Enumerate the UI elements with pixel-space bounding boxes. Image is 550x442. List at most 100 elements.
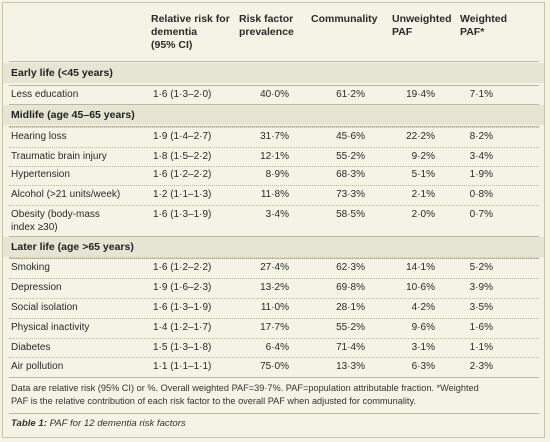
cell-comm: 45·6% (336, 131, 365, 142)
cell-rr: 1·1 (1·1–1·1) (153, 361, 212, 372)
row-separator (9, 205, 539, 206)
section-rule (9, 258, 539, 259)
section-rule (9, 236, 539, 237)
cell-prev: 11·0% (260, 302, 289, 313)
row-separator (9, 257, 539, 258)
cell-comm: 55·2% (336, 322, 365, 333)
row-separator (9, 166, 539, 167)
row-separator (9, 338, 539, 339)
header-unweighted-paf: Unweighted PAF (392, 13, 452, 38)
cell-comm: 69·8% (336, 282, 365, 293)
cell-comm: 13·3% (336, 361, 365, 372)
cell-comm: 58·5% (336, 209, 365, 220)
section-early-life: Early life (<45 years) (11, 67, 113, 79)
cell-upaf: 4·2% (411, 302, 435, 313)
cell-rr: 1·4 (1·2–1·7) (153, 322, 212, 333)
cell-rr: 1·9 (1·6–2·3) (153, 282, 212, 293)
cell-rr: 1·6 (1·2–2·2) (153, 169, 212, 180)
cell-prev: 27·4% (260, 262, 289, 273)
cell-upaf: 22·2% (406, 131, 435, 142)
section-midlife: Midlife (age 45–65 years) (11, 109, 135, 121)
cell-factor: Smoking (11, 262, 50, 273)
header-communality: Communality (311, 13, 378, 25)
row-separator (9, 298, 539, 299)
cell-upaf: 10·6% (406, 282, 435, 293)
section-band-mid (3, 105, 544, 125)
section-rule (9, 126, 539, 127)
footnote-line-1: Data are relative risk (95% CI) or %. Ov… (11, 383, 479, 393)
cell-prev: 12·1% (260, 151, 289, 162)
cell-rr: 1·6 (1·3–1·9) (153, 302, 212, 313)
cell-wpaf: 5·2% (469, 262, 493, 273)
header-relative-risk: Relative risk for dementia (95% CI) (151, 13, 230, 51)
cell-comm: 73·3% (336, 189, 365, 200)
cell-upaf: 2·0% (411, 209, 435, 220)
section-band-early (3, 63, 544, 83)
cell-rr: 1·5 (1·3–1·8) (153, 342, 212, 353)
cell-upaf: 3·1% (411, 342, 435, 353)
footer-rule (9, 377, 539, 378)
cell-upaf: 9·2% (411, 151, 435, 162)
cell-upaf: 9·6% (411, 322, 435, 333)
row-separator (9, 185, 539, 186)
row-separator (9, 278, 539, 279)
cell-comm: 62·3% (336, 262, 365, 273)
cell-factor: Alcohol (>21 units/week) (11, 189, 121, 200)
header-weighted-paf: Weighted PAF* (460, 13, 508, 38)
section-later-life: Later life (age >65 years) (11, 241, 134, 253)
row-separator (9, 357, 539, 358)
cell-prev: 3·4% (265, 209, 289, 220)
cell-rr: 1·2 (1·1–1·3) (153, 189, 212, 200)
cell-prev: 75·0% (260, 361, 289, 372)
cell-prev: 8·9% (265, 169, 289, 180)
cell-wpaf: 8·2% (469, 131, 493, 142)
table-caption: Table 1: PAF for 12 dementia risk factor… (11, 418, 186, 429)
cell-factor: Hypertension (11, 169, 70, 180)
cell-upaf: 19·4% (406, 89, 435, 100)
cell-upaf: 2·1% (411, 189, 435, 200)
cell-factor: Hearing loss (11, 131, 67, 142)
cell-factor: Social isolation (11, 302, 78, 313)
table-frame: Relative risk for dementia (95% CI) Risk f… (2, 2, 545, 438)
cell-rr: 1·9 (1·4–2·7) (153, 131, 212, 142)
cell-rr: 1·8 (1·5–2·2) (153, 151, 212, 162)
header-rule (9, 61, 539, 62)
footnote: Data are relative risk (95% CI) or %. Ov… (11, 382, 541, 407)
cell-upaf: 6·3% (411, 361, 435, 372)
cell-prev: 40·0% (260, 89, 289, 100)
section-rule (9, 104, 539, 105)
footnote-line-2: PAF is the relative contribution of each… (11, 395, 416, 406)
row-separator (9, 318, 539, 319)
cell-prev: 13·2% (260, 282, 289, 293)
caption-rule (9, 413, 539, 414)
row-separator (9, 127, 539, 128)
cell-prev: 17·7% (260, 322, 289, 333)
row-separator (9, 147, 539, 148)
cell-upaf: 14·1% (406, 262, 435, 273)
section-rule (9, 85, 539, 86)
cell-factor-line2: index ≥30) (11, 222, 58, 233)
cell-factor: Traumatic brain injury (11, 151, 107, 162)
cell-wpaf: 0·7% (469, 209, 493, 220)
cell-upaf: 5·1% (411, 169, 435, 180)
header-prevalence: Risk factor prevalence (239, 13, 294, 38)
cell-wpaf: 1·9% (469, 169, 493, 180)
cell-prev: 11·8% (260, 189, 289, 200)
cell-comm: 71·4% (336, 342, 365, 353)
cell-wpaf: 2·3% (469, 361, 493, 372)
caption-label: Table 1: (11, 418, 47, 429)
cell-wpaf: 3·9% (469, 282, 493, 293)
cell-wpaf: 3·4% (469, 151, 493, 162)
cell-prev: 31·7% (260, 131, 289, 142)
cell-comm: 61·2% (336, 89, 365, 100)
cell-rr: 1·6 (1·2–2·2) (153, 262, 212, 273)
cell-wpaf: 0·8% (469, 189, 493, 200)
cell-factor: Diabetes (11, 342, 51, 353)
caption-text: PAF for 12 dementia risk factors (46, 418, 186, 429)
cell-factor: Depression (11, 282, 62, 293)
section-band-late (3, 237, 544, 257)
cell-factor: Obesity (body-mass (11, 209, 100, 220)
cell-wpaf: 1·6% (469, 322, 493, 333)
cell-wpaf: 7·1% (469, 89, 493, 100)
cell-factor: Physical inactivity (11, 322, 90, 333)
